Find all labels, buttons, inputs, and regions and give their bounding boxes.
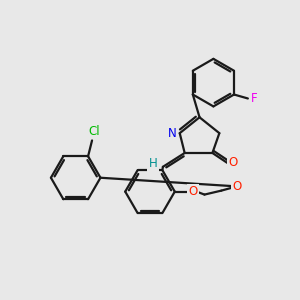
Text: Cl: Cl xyxy=(88,125,100,138)
Text: H: H xyxy=(148,158,157,170)
Text: O: O xyxy=(229,156,238,170)
Text: O: O xyxy=(232,180,242,193)
Text: F: F xyxy=(250,92,257,105)
Text: O: O xyxy=(188,185,197,198)
Text: N: N xyxy=(167,127,176,140)
